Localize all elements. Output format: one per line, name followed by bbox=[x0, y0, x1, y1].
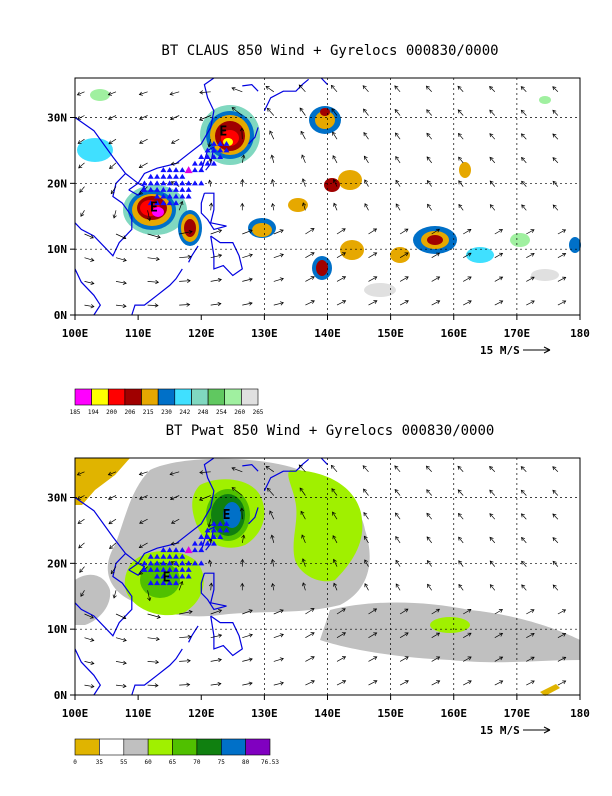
pwat-vector-scale-label: 15 M/S bbox=[480, 724, 520, 737]
y-tick-label: 20N bbox=[47, 177, 67, 190]
colorbar-label: 215 bbox=[143, 409, 154, 416]
x-tick-label: 150E bbox=[377, 707, 404, 720]
colorbar-label: 75 bbox=[218, 759, 226, 766]
pwat-y-ticks: 0N 10N 20N 30N bbox=[47, 492, 75, 703]
colorbar-label: 60 bbox=[144, 759, 152, 766]
pwat-vector-scale: 15 M/S bbox=[480, 724, 550, 737]
x-tick-label: 170E bbox=[504, 707, 531, 720]
x-tick-label: 180 bbox=[570, 327, 590, 340]
colorbar-swatch bbox=[148, 739, 172, 755]
x-tick-label: 100E bbox=[62, 707, 89, 720]
wind-vector bbox=[148, 685, 158, 686]
x-tick-label: 170E bbox=[504, 327, 531, 340]
wind-vector bbox=[148, 305, 158, 306]
x-tick-label: 160E bbox=[441, 327, 468, 340]
pwat-colorbar: 0 35 55 60 65 70 75 80 76.53 bbox=[73, 739, 279, 766]
wind-vector bbox=[242, 128, 243, 139]
colorbar-swatch bbox=[124, 739, 148, 755]
gyre-center-label: E bbox=[150, 200, 158, 215]
gyre-center-label: E bbox=[219, 125, 227, 140]
colorbar-label: 242 bbox=[179, 409, 190, 416]
x-tick-label: 130E bbox=[251, 327, 278, 340]
y-tick-label: 20N bbox=[47, 557, 67, 570]
pwat-panel: BT Pwat 850 Wind + Gyrelocs 000830/0000 … bbox=[47, 423, 590, 766]
pwat-title: BT Pwat 850 Wind + Gyrelocs 000830/0000 bbox=[166, 423, 495, 439]
colorbar-swatch bbox=[197, 739, 221, 755]
y-tick-label: 10N bbox=[47, 623, 67, 636]
colorbar-label: 260 bbox=[234, 409, 245, 416]
x-tick-label: 180 bbox=[570, 707, 590, 720]
claus-vector-scale-label: 15 M/S bbox=[480, 344, 520, 357]
colorbar-label: 76.53 bbox=[261, 759, 279, 766]
pwat-x-ticks: 100E 110E 120E 130E 140E 150E 160E 170E 180 bbox=[62, 695, 590, 720]
claus-y-ticks: 0N 10N 20N 30N bbox=[47, 112, 75, 323]
y-tick-label: 30N bbox=[47, 112, 67, 125]
colorbar-swatch bbox=[173, 739, 197, 755]
x-tick-label: 150E bbox=[377, 327, 404, 340]
x-tick-label: 110E bbox=[125, 327, 152, 340]
colorbar-label: 194 bbox=[88, 409, 99, 416]
x-tick-label: 130E bbox=[251, 707, 278, 720]
colorbar-swatch bbox=[75, 389, 92, 405]
x-tick-label: 140E bbox=[314, 327, 341, 340]
claus-title: BT CLAUS 850 Wind + Gyrelocs 000830/0000 bbox=[161, 43, 498, 59]
colorbar-swatch bbox=[246, 739, 270, 755]
x-tick-label: 120E bbox=[188, 707, 215, 720]
y-tick-label: 0N bbox=[54, 689, 67, 702]
colorbar-label: 254 bbox=[216, 409, 227, 416]
colorbar-swatch bbox=[108, 389, 125, 405]
colorbar-swatch bbox=[241, 389, 258, 405]
wind-vector bbox=[242, 508, 243, 519]
x-tick-label: 100E bbox=[62, 327, 89, 340]
colorbar-swatch bbox=[192, 389, 209, 405]
colorbar-label: 265 bbox=[253, 409, 264, 416]
colorbar-label: 230 bbox=[161, 409, 172, 416]
x-tick-label: 110E bbox=[125, 707, 152, 720]
colorbar-swatch bbox=[158, 389, 175, 405]
colorbar-swatch bbox=[92, 389, 109, 405]
claus-panel: BT CLAUS 850 Wind + Gyrelocs 000830/0000 bbox=[47, 43, 590, 416]
colorbar-swatch bbox=[208, 389, 225, 405]
claus-vector-scale: 15 M/S bbox=[480, 344, 550, 357]
y-tick-label: 10N bbox=[47, 243, 67, 256]
colorbar-label: 206 bbox=[124, 409, 135, 416]
y-tick-label: 30N bbox=[47, 492, 67, 505]
x-tick-label: 140E bbox=[314, 707, 341, 720]
colorbar-swatch bbox=[142, 389, 159, 405]
colorbar-label: 70 bbox=[193, 759, 201, 766]
gyre-center-label: E bbox=[223, 508, 231, 523]
x-tick-label: 120E bbox=[188, 327, 215, 340]
claus-colorbar: 185 194 200 206 215 230 242 248 254 260 265 bbox=[70, 389, 264, 416]
colorbar-label: 65 bbox=[169, 759, 177, 766]
colorbar-label: 200 bbox=[106, 409, 117, 416]
colorbar-label: 185 bbox=[70, 409, 81, 416]
colorbar-swatch bbox=[99, 739, 123, 755]
colorbar-swatch bbox=[225, 389, 242, 405]
colorbar-swatch bbox=[221, 739, 245, 755]
x-tick-label: 160E bbox=[441, 707, 468, 720]
gyre-center-label: E bbox=[163, 571, 171, 586]
colorbar-swatch bbox=[125, 389, 142, 405]
colorbar-swatch bbox=[75, 739, 99, 755]
colorbar-label: 248 bbox=[198, 409, 209, 416]
y-tick-label: 0N bbox=[54, 309, 67, 322]
colorbar-label: 55 bbox=[120, 759, 128, 766]
colorbar-label: 80 bbox=[242, 759, 250, 766]
claus-x-ticks: 100E 110E 120E 130E 140E 150E 160E 170E 180 bbox=[62, 315, 590, 340]
colorbar-label: 35 bbox=[96, 759, 104, 766]
colorbar-swatch bbox=[175, 389, 192, 405]
colorbar-label: 0 bbox=[73, 759, 77, 766]
